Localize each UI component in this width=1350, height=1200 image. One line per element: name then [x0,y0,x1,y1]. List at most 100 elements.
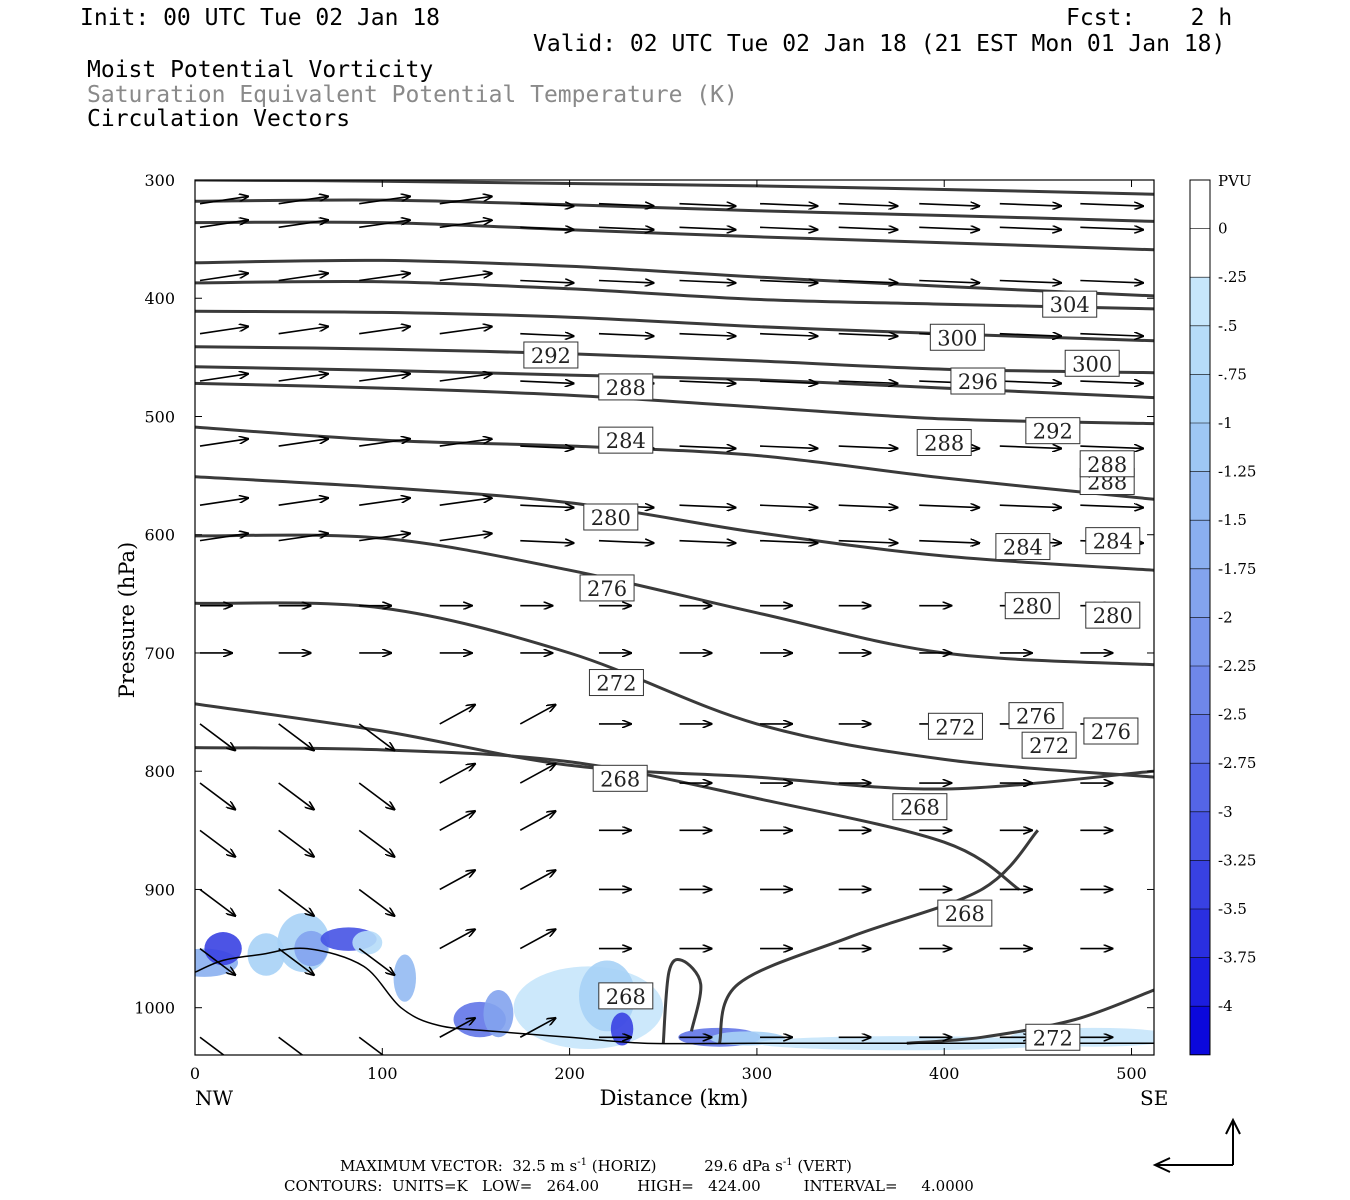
colorbar-swatch [1190,277,1210,326]
theta-es-contour [195,601,1154,779]
circulation-vector [679,446,736,448]
y-tick-label: 700 [144,644,175,663]
circulation-vector [1080,334,1143,336]
colorbar-swatch [1190,228,1210,278]
contour-label: 288 [606,376,646,400]
circulation-vector [838,204,898,206]
theta-es-contour [195,258,1154,298]
circulation-vector [999,505,1061,507]
contour-label: 304 [1050,293,1090,317]
circulation-vector [358,782,394,809]
contour-label: 300 [1072,352,1112,376]
circulation-vector [199,273,248,282]
circulation-vector [358,829,394,856]
circulation-vector [519,929,555,950]
circulation-vector [520,227,573,229]
colorbar-swatch [1190,180,1210,229]
circulation-vector [679,334,736,336]
contour-label-box [1085,527,1141,555]
circulation-vector [439,811,475,832]
colorbar-units: PVU [1218,172,1252,190]
circulation-vector [760,505,817,507]
colorbar-swatch [1190,957,1210,1007]
colorbar-label: -3.25 [1218,851,1256,869]
circulation-vector [439,196,492,205]
contour-label-box [1064,349,1120,377]
circulation-vector [519,811,555,832]
theta-es-contour [195,309,1154,343]
contour-label: 272 [1033,1026,1073,1050]
contour-label: 268 [945,902,985,926]
circulation-vector [520,505,573,507]
circulation-vector [278,723,314,750]
y-tick-label: 300 [144,171,175,190]
contour-label-box [1083,717,1139,745]
contour-label: 288 [924,432,964,456]
circulation-vector [919,541,979,543]
contour-label-box [950,367,1006,395]
circulation-vector [520,334,573,336]
circulation-vector [760,204,817,206]
mpv-shading-cell [610,1012,634,1046]
y-axis-label: Pressure (hPa) [115,542,139,698]
colorbar-label: -3 [1218,803,1233,821]
y-tick-label: 600 [144,526,175,545]
y-tick-label: 800 [144,762,175,781]
contour-label: 300 [937,326,977,350]
circulation-vector [439,705,475,725]
colorbar-swatch [1190,374,1210,423]
circulation-vector [520,281,573,283]
colorbar-label: -1 [1218,414,1233,432]
mpv-shading-cell [352,930,383,955]
circulation-vector [199,196,248,205]
circulation-vector [278,439,328,447]
circulation-vector [598,227,654,229]
circulation-vector [999,227,1061,229]
contour-label-box [588,669,644,697]
circulation-vector [358,1036,385,1055]
contours-info: CONTOURS: UNITS=K LOW= 264.00 HIGH= 424.… [284,1177,974,1195]
circulation-vector [1080,227,1143,229]
circulation-vector [999,204,1061,206]
colorbar-label: -2.5 [1218,706,1247,724]
circulation-vector [838,281,898,283]
colorbar-swatch [1190,325,1210,375]
y-tick-label: 400 [144,289,175,308]
terrain-surface [195,947,1154,1045]
contour-label: 268 [606,985,646,1009]
theta-es-contour [718,829,1040,1044]
field-title-mpv: Moist Potential Vorticity [87,57,434,83]
colorbar-label: -1.75 [1218,560,1256,578]
x-end-label-left: NW [195,1086,234,1110]
plot-frame [194,179,1155,1056]
circulation-vector [439,273,492,282]
circulation-vector [919,505,979,507]
circulation-vector [519,705,555,725]
circulation-vector [359,498,410,506]
contour-label: 276 [1091,720,1131,744]
x-axis-label: Distance (km) [600,1086,749,1110]
circulation-vector [1080,446,1143,448]
max-vector-horiz-unit: (HORIZ) [591,1157,657,1175]
contour-label-box [1079,450,1135,478]
circulation-vector [1080,204,1143,206]
x-tick-label: 500 [1116,1064,1147,1083]
circulation-vector [520,381,573,383]
contour-label-box [916,429,972,456]
colorbar-swatch [1190,714,1210,764]
circulation-vector [439,533,492,542]
circulation-vector [919,204,979,206]
contour-label: 268 [900,796,940,820]
circulation-vector [359,273,410,282]
max-vector-line: MAXIMUM VECTOR: 32.5 m s-1 (HORIZ) 29.6 … [340,1157,852,1175]
contour-label: 292 [531,344,571,368]
circulation-vector [199,374,248,382]
circulation-vector [199,327,248,335]
contour-label: 296 [958,370,998,394]
theta-es-contour [195,180,1154,196]
colorbar-label: -2 [1218,608,1233,626]
circulation-vector [999,281,1061,283]
circulation-vector [598,334,654,336]
circulation-vector [278,947,314,975]
